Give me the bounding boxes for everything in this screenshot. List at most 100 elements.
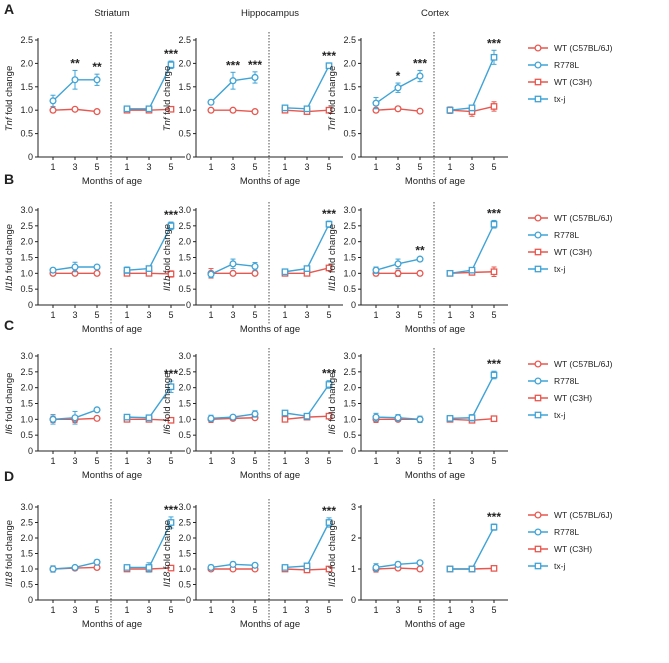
y-tick-label: 3 (351, 502, 356, 512)
legend-marker (534, 78, 542, 86)
data-point (229, 260, 237, 268)
x-tick-label: 5 (252, 605, 257, 615)
x-tick-label: 1 (373, 162, 378, 172)
series-line (284, 522, 330, 569)
data-point (416, 415, 424, 423)
data-point (394, 560, 402, 568)
y-tick-label: 1 (351, 564, 356, 574)
data-point (49, 106, 57, 114)
legend-label: WT (C3H) (554, 544, 592, 554)
chart-tnf-cortex: Tnf fold change (327, 32, 508, 177)
series-tx-j (281, 380, 333, 420)
y-tick-label: 1.0 (20, 105, 33, 115)
data-point (207, 270, 215, 278)
y-axis-label: Il6 fold change (162, 373, 173, 435)
chart-il1b-hippocampus: Il1b fold change (162, 202, 343, 325)
legend-label: WT (C3H) (554, 247, 592, 257)
x-axis-title: Months of age (82, 324, 142, 335)
x-tick-label: 3 (304, 162, 309, 172)
data-point (49, 415, 57, 423)
data-point (325, 220, 333, 228)
legend-label: R778L (554, 376, 579, 386)
legend-item: WT (C3H) (528, 393, 592, 403)
series-r778l (49, 558, 101, 573)
x-tick-label: 5 (417, 310, 422, 320)
data-point (49, 266, 57, 274)
y-tick-label: 2.5 (178, 221, 191, 231)
y-axis-gene: Il6 (4, 424, 15, 435)
y-axis-suffix: fold change (4, 373, 15, 425)
y-axis-suffix: fold change (162, 373, 173, 425)
data-point (229, 106, 237, 114)
y-tick-label: 2.0 (178, 383, 191, 393)
data-point (394, 414, 402, 422)
series-tx-j (446, 49, 498, 114)
series-line (284, 384, 330, 417)
panel-letter: C (4, 317, 14, 333)
x-tick-label: 3 (304, 605, 309, 615)
y-tick-label: 0.5 (178, 430, 191, 440)
x-tick-label: 5 (326, 456, 331, 466)
data-point (325, 565, 333, 573)
y-tick-label: 2.5 (343, 35, 356, 45)
legend-marker (534, 377, 542, 385)
y-tick-label: 3.0 (178, 351, 191, 361)
series-line (449, 374, 495, 420)
x-axis-title: Months of age (82, 176, 142, 187)
x-tick-label: 3 (230, 310, 235, 320)
data-point (490, 565, 498, 572)
series-r778l (49, 69, 101, 107)
x-tick-label: 3 (469, 605, 474, 615)
y-tick-label: 1.0 (178, 414, 191, 424)
y-axis-suffix: fold change (327, 373, 338, 425)
x-tick-label: 1 (282, 162, 287, 172)
data-point (93, 263, 101, 271)
legend-item: tx-j (528, 94, 565, 104)
y-axis-gene: Il1b (327, 276, 338, 291)
chart-il6-cortex: Il6 fold change (327, 348, 508, 471)
x-tick-label: 5 (326, 605, 331, 615)
data-point (207, 106, 215, 114)
significance-marker: *** (164, 208, 178, 222)
significance-marker: *** (322, 367, 336, 381)
legend-marker (534, 44, 542, 52)
data-point (145, 414, 153, 422)
x-tick-label: 1 (373, 605, 378, 615)
chart-il1b-striatum: Il1b fold change (4, 202, 185, 325)
y-axis-suffix: fold change (162, 224, 173, 276)
data-point (281, 104, 289, 112)
y-tick-label: 2.0 (343, 237, 356, 247)
series-tx-j (446, 219, 498, 277)
x-tick-label: 5 (417, 162, 422, 172)
legend-label: WT (C3H) (554, 393, 592, 403)
y-tick-label: 3.0 (20, 351, 33, 361)
y-tick-label: 3.0 (343, 351, 356, 361)
significance-marker: *** (487, 206, 501, 220)
series-r778l (207, 258, 259, 278)
y-axis-label: Il6 fold change (327, 373, 338, 435)
y-axis-gene: Il18 (4, 571, 15, 587)
data-point (251, 262, 259, 270)
y-axis-suffix: fold change (327, 224, 338, 276)
data-point (145, 265, 153, 272)
data-point (446, 106, 454, 114)
significance-marker: *** (164, 47, 178, 61)
legend-item: WT (C57BL/6J) (528, 510, 613, 520)
y-tick-label: 0 (186, 595, 191, 605)
x-tick-label: 1 (282, 605, 287, 615)
x-tick-label: 3 (395, 310, 400, 320)
y-axis-label: Il1b fold change (4, 224, 15, 291)
x-tick-label: 1 (208, 162, 213, 172)
chart-il18-hippocampus: Il18 fold change (162, 499, 343, 620)
x-tick-label: 5 (491, 456, 496, 466)
legend-item: R778L (528, 230, 579, 240)
data-point (325, 106, 333, 114)
legend-item: R778L (528, 527, 579, 537)
data-point (71, 105, 79, 113)
data-point (167, 61, 175, 69)
x-tick-label: 3 (395, 162, 400, 172)
x-tick-label: 3 (469, 162, 474, 172)
data-point (490, 103, 498, 110)
data-point (372, 266, 380, 274)
series-tx-j (123, 516, 175, 573)
